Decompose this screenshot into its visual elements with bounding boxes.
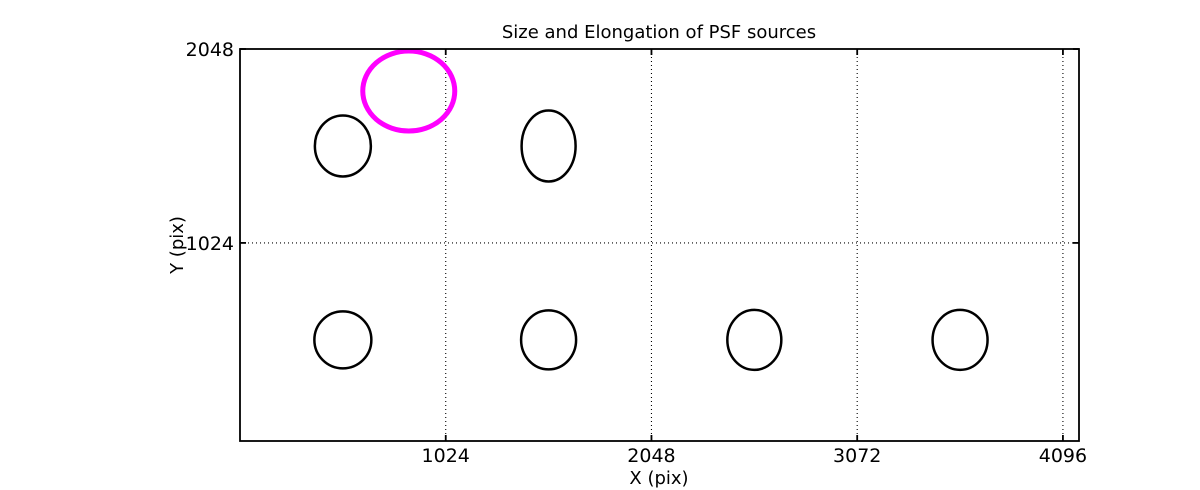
x-tick-label: 2048 [627, 445, 675, 467]
psf-source-ellipse [313, 114, 373, 178]
tick-labels: 1024 2048 3072 4096 1024 2048 [186, 39, 1087, 467]
chart-title: Size and Elongation of PSF sources [502, 22, 816, 43]
y-axis-label: Y (pix) [167, 216, 188, 275]
x-axis-label: X (pix) [629, 468, 688, 489]
y-tick-label: 2048 [186, 39, 234, 61]
y-tick-label: 1024 [186, 233, 234, 255]
psf-source-ellipse [520, 109, 577, 183]
axes-frame [239, 48, 1080, 442]
x-tick-label: 1024 [422, 445, 470, 467]
psf-source-ellipse [726, 308, 783, 372]
psf-source-ellipse [931, 308, 989, 372]
x-tick-label: 3072 [833, 445, 881, 467]
psf-source-ellipse [519, 309, 578, 371]
psf-sources [313, 48, 989, 372]
tick-marks [240, 48, 1079, 441]
psf-source-ellipse [313, 310, 373, 370]
highlighted-psf-source-ellipse [360, 48, 458, 134]
x-tick-label: 4096 [1039, 445, 1087, 467]
gridlines [240, 49, 1079, 441]
